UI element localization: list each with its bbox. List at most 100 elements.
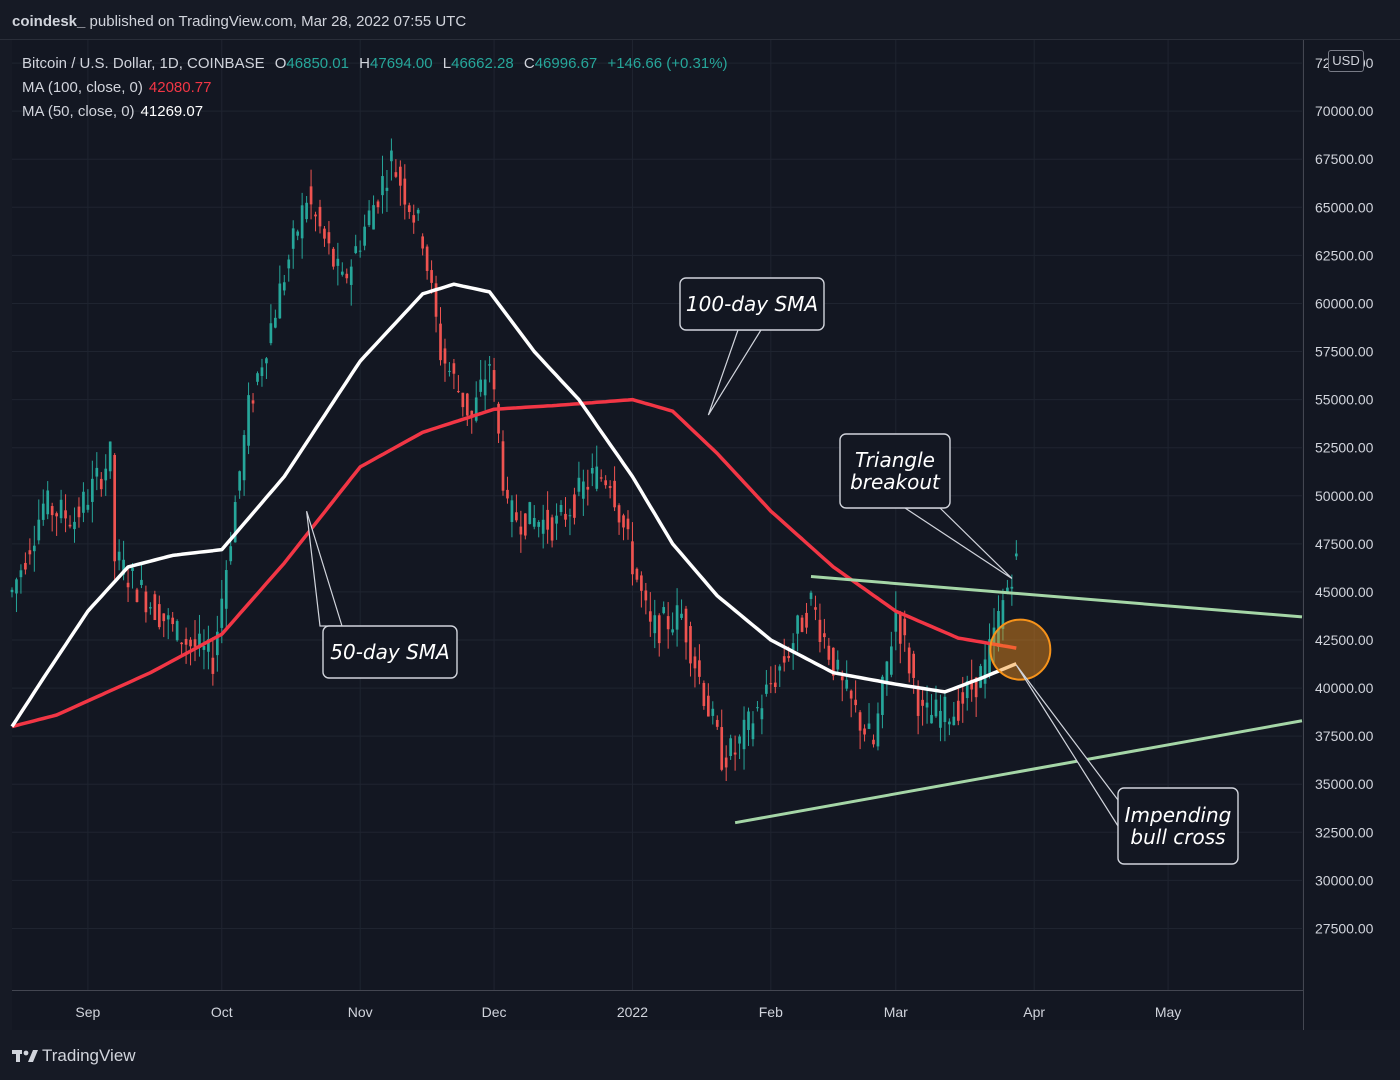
currency-badge[interactable]: USD: [1328, 50, 1364, 72]
price-axis[interactable]: [1303, 40, 1400, 1030]
candle-body: [59, 499, 63, 519]
candle-body: [144, 591, 148, 613]
candle-body: [1010, 586, 1014, 589]
price-tick-label: 67500.00: [1315, 151, 1374, 167]
candle-body: [233, 502, 237, 543]
time-tick-label: 2022: [617, 1004, 648, 1020]
candle-body: [122, 559, 125, 575]
candle-body: [595, 466, 599, 489]
candle-body: [778, 666, 782, 671]
candle-body: [381, 176, 384, 196]
candle-body: [55, 513, 58, 517]
annotation-box[interactable]: [1117, 787, 1239, 865]
axis-layer: 72500.0070000.0067500.0065000.0062500.00…: [75, 55, 1373, 1020]
candle-body: [818, 619, 822, 642]
annotation-box[interactable]: [679, 277, 825, 331]
candle-body: [180, 642, 183, 645]
candle-body: [247, 395, 250, 446]
annotation-box[interactable]: [839, 433, 951, 509]
candle-body: [19, 570, 23, 578]
candle-body: [626, 518, 630, 530]
price-tick-label: 45000.00: [1315, 584, 1374, 600]
candle-body: [327, 232, 331, 244]
candle-body: [934, 699, 938, 717]
candle-body: [278, 283, 282, 319]
candle-body: [215, 631, 219, 656]
candle-body: [229, 546, 233, 562]
price-tick-label: 32500.00: [1315, 824, 1374, 840]
candle-body: [724, 757, 728, 768]
ma50-value: 41269.07: [140, 103, 204, 120]
candle-body: [434, 283, 438, 317]
candle-body: [465, 393, 469, 416]
publisher-name[interactable]: coindesk_: [12, 13, 86, 30]
price-tick-label: 60000.00: [1315, 295, 1374, 311]
annotation-pointer: [306, 510, 343, 627]
sma50-line: [10, 282, 1017, 728]
annotation-text: 50-day SMA: [330, 640, 449, 664]
candle-body: [599, 477, 603, 479]
candle-body: [430, 270, 433, 283]
candle-body: [943, 696, 947, 723]
annotation-pointer: [707, 329, 763, 416]
candle-body: [532, 517, 536, 527]
candle-body: [680, 613, 683, 618]
candle-body: [657, 615, 661, 644]
candle-body: [863, 728, 866, 735]
candle-body: [1014, 553, 1018, 557]
candle-body: [791, 643, 795, 650]
legend-ma50-row[interactable]: MA (50, close, 0) 41269.07: [22, 100, 728, 124]
chart-legend: Bitcoin / U.S. Dollar, 1D, COINBASE O468…: [22, 52, 728, 124]
candle-body: [769, 683, 773, 685]
ma50-label: MA (50, close, 0): [22, 103, 135, 120]
candle-body: [265, 358, 268, 364]
tradingview-brand: TradingView: [42, 1046, 136, 1065]
candle-body: [282, 282, 286, 291]
candle-body: [291, 228, 295, 249]
legend-ma100-row[interactable]: MA (100, close, 0) 42080.77: [22, 76, 728, 100]
candle-body: [238, 471, 241, 491]
high-key: H: [359, 55, 371, 72]
annotation-box[interactable]: [322, 625, 458, 679]
time-tick-label: Nov: [348, 1004, 373, 1020]
candle-body: [314, 214, 317, 217]
candle-body: [653, 615, 657, 634]
candle-body: [541, 519, 545, 534]
candle-body: [604, 480, 608, 486]
candle-body: [640, 575, 643, 591]
candle-body: [711, 708, 715, 716]
time-axis[interactable]: [12, 990, 1303, 1031]
candle-body: [193, 639, 197, 647]
candle-body: [95, 467, 99, 477]
candle-body: [340, 271, 344, 275]
annotation-text: bull cross: [1130, 825, 1225, 849]
price-tick-label: 42500.00: [1315, 632, 1374, 648]
candle-body: [693, 656, 697, 669]
candle-body: [448, 370, 451, 372]
candle-body: [412, 215, 416, 223]
price-tick-label: 70000.00: [1315, 103, 1374, 119]
candle-body: [318, 206, 322, 227]
candle-body: [782, 656, 786, 663]
candle-body: [421, 236, 424, 249]
candle-body: [666, 616, 670, 630]
symbol-title[interactable]: Bitcoin / U.S. Dollar, 1D, COINBASE: [22, 55, 265, 72]
candle-body: [399, 166, 402, 186]
candle-body: [358, 250, 362, 252]
candle-body: [126, 582, 130, 588]
candle-body: [452, 363, 456, 374]
candle-body: [82, 491, 85, 513]
candle-body: [974, 677, 978, 698]
candle-body: [564, 513, 567, 520]
tradingview-logo[interactable]: TradingView: [12, 1046, 136, 1066]
candle-body: [568, 515, 572, 517]
candle-body: [403, 178, 407, 205]
candle-body: [689, 626, 692, 664]
candle-body: [274, 317, 277, 328]
candle-body: [515, 512, 518, 521]
candle-body: [287, 259, 291, 269]
candle-body: [506, 489, 509, 499]
candle-body: [104, 468, 108, 481]
candle-body: [68, 524, 72, 527]
close-key: C: [523, 55, 535, 72]
